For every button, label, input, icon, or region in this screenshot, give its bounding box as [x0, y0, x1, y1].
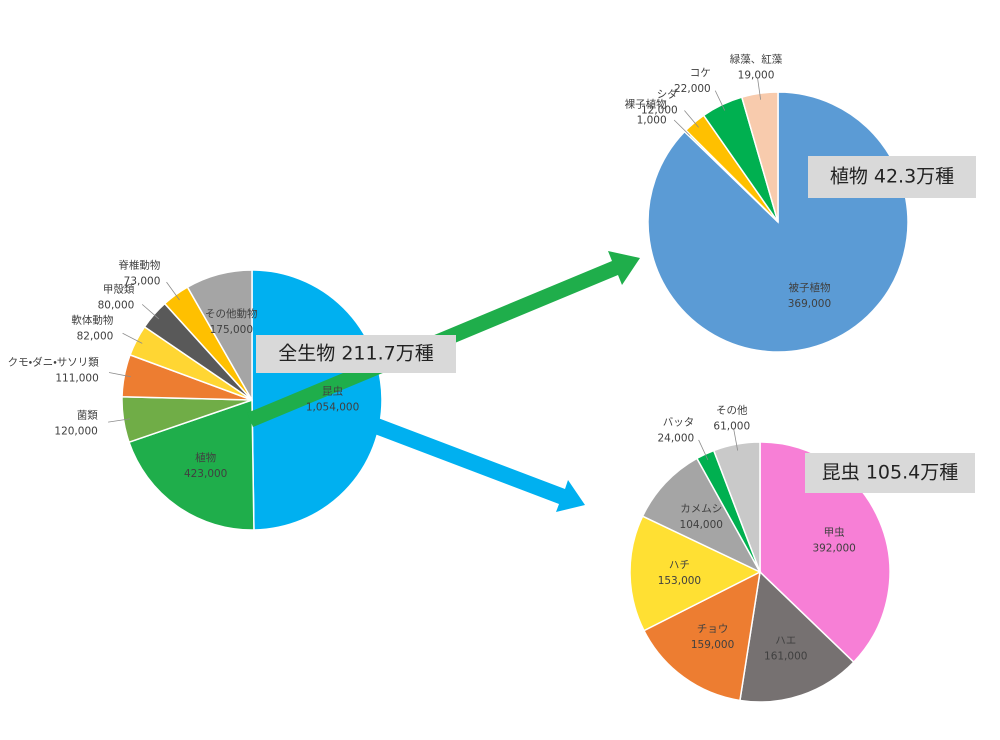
slice-value: 392,000: [812, 542, 855, 554]
leader-line: [733, 428, 739, 451]
slice-value: 1,000: [637, 115, 667, 127]
slice-label: カメムシ: [680, 503, 722, 515]
title-box: [808, 156, 976, 198]
pie-slice: [186, 269, 253, 403]
leader-line: [122, 332, 143, 344]
slice-label: 脊椎動物: [118, 259, 160, 272]
leader-line: [757, 77, 762, 100]
slice-value: 153,000: [658, 575, 701, 587]
slice-value: 423,000: [184, 468, 227, 480]
labels: 昆虫 1,054,000 植物 423,000 菌類 120,000 クモ・ダニ・サソリ類 1…: [8, 53, 976, 662]
leader-line: [108, 418, 130, 423]
slice-label: クモ・ダニ・サソリ類: [8, 356, 100, 369]
chart-title: 昆虫 105.4万種: [822, 462, 958, 484]
arrow-to-insects: [372, 418, 585, 512]
pie-slice: [642, 570, 761, 702]
pie-slice: [128, 398, 255, 531]
leader-line: [108, 372, 131, 378]
leader-line: [166, 281, 180, 301]
slice-label: コケ: [690, 67, 711, 79]
chart-title: 植物 42.3万種: [830, 166, 954, 188]
slice-label: 被子植物: [788, 281, 830, 294]
pie-slice: [641, 457, 762, 574]
slice-label: ハチ: [669, 559, 690, 571]
slice-value: 161,000: [764, 650, 807, 662]
slice-label: 緑藻、紅藻: [730, 53, 783, 66]
slice-value: 369,000: [788, 298, 831, 310]
slice-value: 22,000: [674, 83, 711, 95]
slice-label: 昆虫: [322, 385, 343, 397]
title-box: [805, 453, 975, 493]
slice-label: 菌類: [77, 410, 98, 422]
slice-label: 軟体動物: [71, 313, 113, 326]
pie-slice: [629, 515, 762, 632]
slice-value: 82,000: [77, 330, 114, 342]
slice-value: 159,000: [691, 639, 734, 651]
slice-label: バッタ: [663, 417, 695, 429]
leader-line: [673, 119, 691, 136]
title-box: [256, 335, 456, 373]
slice-label: その他動物: [205, 307, 258, 320]
slice-label: ハエ: [775, 634, 796, 646]
slice-value: 104,000: [680, 519, 723, 531]
slice-label: シダ: [657, 87, 678, 100]
slice-value: 61,000: [713, 421, 750, 433]
leader-line: [141, 304, 160, 320]
slice-label: 植物: [195, 451, 216, 464]
pie-slice: [759, 441, 891, 664]
slice-label: 裸子植物: [625, 98, 667, 111]
slice-value: 73,000: [124, 276, 161, 288]
slice-label: チョウ: [697, 623, 729, 635]
slice-value: 175,000: [210, 324, 253, 336]
pie-slice: [739, 570, 855, 703]
slice-value: 111,000: [55, 373, 98, 385]
chart-title: 全生物 211.7万種: [278, 343, 433, 365]
slice-value: 19,000: [738, 70, 775, 82]
slice-label: 甲殻類: [103, 283, 135, 296]
leader-line: [698, 439, 709, 461]
slice-value: 24,000: [657, 433, 694, 445]
leader-line: [684, 110, 699, 128]
slice-value: 1,054,000: [306, 401, 359, 413]
slice-value: 120,000: [54, 426, 97, 438]
slice-value: 80,000: [98, 300, 135, 312]
pies: [121, 91, 909, 703]
slice-label: 甲虫: [824, 526, 845, 538]
slice-label: その他: [716, 404, 748, 417]
slice-value: 12,000: [641, 104, 678, 116]
leader-line: [714, 90, 726, 111]
